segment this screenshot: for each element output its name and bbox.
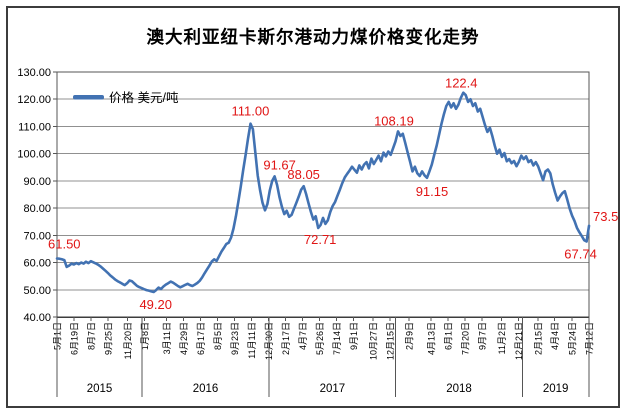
- x-axis-label: 4月4日: [550, 322, 560, 350]
- year-label: 2017: [320, 383, 346, 395]
- y-axis-label: 40.00: [23, 312, 51, 324]
- year-label: 2018: [446, 383, 472, 395]
- data-label: 49.20: [139, 297, 172, 312]
- y-axis-label: 80.00: [23, 203, 51, 215]
- x-axis-label: 6月1日: [444, 322, 454, 350]
- x-axis-label: 2月15日: [533, 322, 543, 355]
- x-axis-label: 12月15日: [385, 322, 395, 360]
- price-line: [55, 91, 591, 294]
- chart-title: 澳大利亚纽卡斯尔港动力煤价格变化走势: [146, 27, 480, 47]
- x-axis-label: 4月29日: [179, 322, 189, 355]
- x-axis-label: 7月14日: [332, 322, 342, 355]
- x-axis-label: 5月26日: [315, 322, 325, 355]
- y-axis-label: 100.00: [17, 149, 51, 161]
- x-axis-label: 5月24日: [567, 322, 577, 355]
- x-axis-label: 9月23日: [230, 322, 240, 355]
- y-axis-label: 60.00: [23, 258, 51, 270]
- x-axis-label: 4月7日: [298, 322, 308, 350]
- x-axis-label: 10月27日: [368, 322, 378, 360]
- year-label: 2016: [193, 383, 219, 395]
- year-label: 2019: [543, 383, 569, 395]
- y-axis-label: 70.00: [23, 230, 51, 242]
- x-axis-label: 11月20日: [123, 322, 133, 359]
- x-axis-label: 9月25日: [104, 322, 114, 355]
- data-label: 88.05: [287, 167, 320, 182]
- y-axis-label: 120.00: [17, 94, 51, 106]
- data-label: 61.50: [48, 236, 81, 251]
- data-label: 67.74: [564, 246, 597, 261]
- chart-border: [6, 6, 620, 408]
- x-axis-label: 11月2日: [497, 322, 507, 354]
- y-axis-label: 110.00: [18, 121, 51, 133]
- legend-swatch: [73, 95, 104, 100]
- data-label: 108.19: [374, 113, 414, 128]
- x-axis-label: 2月9日: [405, 322, 415, 350]
- y-axis-label: 50.00: [23, 285, 51, 297]
- plot-border: [56, 71, 590, 318]
- y-axis-label: 130.00: [17, 67, 51, 79]
- x-axis-label: 11月11日: [247, 322, 257, 359]
- data-label: 111.00: [232, 104, 270, 119]
- x-axis-label: 6月19日: [70, 322, 80, 355]
- x-axis-label: 9月7日: [478, 322, 488, 350]
- x-axis-label: 8月7日: [87, 322, 97, 350]
- x-axis-label: 6月17日: [196, 322, 206, 355]
- data-label: 91.67: [263, 157, 296, 172]
- data-label: 122.4: [445, 76, 478, 91]
- x-axis-label: 12月21日: [514, 322, 524, 360]
- data-label: 73.5: [593, 209, 618, 224]
- y-axis-label: 90.00: [23, 176, 51, 188]
- x-axis-label: 2月17日: [281, 322, 291, 355]
- x-axis-label: 9月1日: [349, 322, 359, 350]
- x-axis-label: 3月11日: [162, 322, 172, 354]
- legend: 价格 美元/吨: [73, 90, 179, 105]
- x-axis-label: 8月5日: [213, 322, 223, 350]
- data-label: 72.71: [304, 232, 337, 247]
- year-label: 2015: [87, 383, 113, 395]
- data-label: 91.15: [416, 184, 449, 199]
- x-axis-label: 1月8日: [140, 322, 150, 350]
- x-axis-label: 4月13日: [427, 322, 437, 355]
- x-axis-label: 7月20日: [461, 322, 471, 355]
- legend-label: 价格 美元/吨: [109, 90, 179, 105]
